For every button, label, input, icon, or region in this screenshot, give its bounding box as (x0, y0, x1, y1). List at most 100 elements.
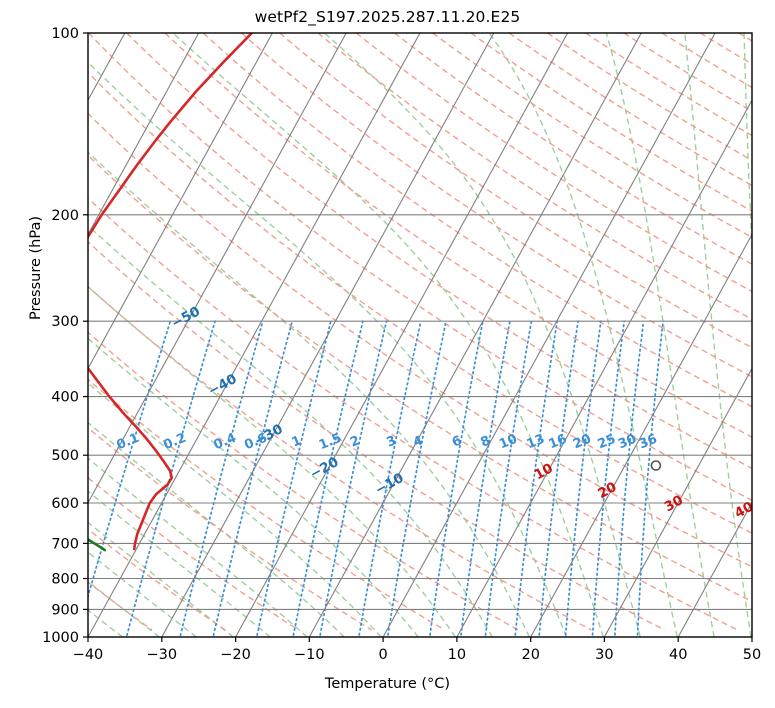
x-tick-label: −40 (73, 647, 104, 663)
mixing-ratio-line (613, 320, 645, 637)
x-axis-label: Temperature (°C) (324, 676, 451, 692)
mixing-ratio-lines-group (88, 320, 664, 637)
moist-adiabat-line (88, 151, 530, 637)
moist-adiabats-group (0, 33, 752, 637)
moist-adiabat-line (88, 457, 308, 637)
isotherm-line (530, 233, 752, 637)
dry-adiabat-line (202, 33, 752, 408)
y-tick-label: 1000 (42, 630, 79, 646)
mixing-ratio-label: 30 (616, 432, 638, 453)
mixing-ratio-line (88, 320, 172, 600)
dry-adiabat-line (547, 33, 752, 162)
isotherm-line (88, 33, 200, 236)
dry-adiabat-line (88, 426, 373, 631)
lcl-marker (650, 460, 662, 471)
mixing-ratio-label: 13 (525, 432, 547, 453)
isotherm-line (88, 33, 421, 637)
y-tick-label: 600 (51, 496, 79, 512)
moist-adiabat-line (88, 337, 419, 637)
moist-adiabat-line (0, 33, 12, 637)
mixing-ratio-label: 10 (497, 432, 519, 453)
isobars-group (88, 33, 752, 637)
dry-adiabat-line (88, 33, 752, 502)
dry-adiabat-line (279, 33, 752, 349)
mixing-ratio-label: 25 (596, 432, 618, 453)
dry-adiabat-line (241, 33, 752, 378)
y-tick-label: 400 (51, 390, 79, 406)
x-tick-label: 0 (378, 647, 387, 663)
moist-adiabat-line (605, 33, 715, 637)
mixing-ratio-line (514, 320, 559, 637)
isotherm-line (677, 501, 752, 637)
isotherm-label: 40 (732, 499, 756, 522)
isotherms-group (88, 33, 752, 637)
dry-adiabat-line (88, 331, 519, 631)
dry-adiabat-line (164, 33, 752, 438)
isotherm-line (382, 33, 716, 637)
dry-adiabat-line (88, 240, 665, 631)
dry-adiabat-line (88, 154, 752, 603)
plot-frame (87, 32, 753, 638)
mixing-ratio-label: 20 (571, 432, 593, 453)
y-tick-label: 100 (51, 26, 79, 42)
y-tick-label: 700 (51, 536, 79, 552)
moist-adiabat-line (88, 61, 567, 637)
x-axis-ticks: −40 −30 −20 −10 0 10 20 30 40 50 (73, 637, 761, 663)
moist-adiabat-line (488, 33, 678, 637)
x-tick-label: 20 (521, 647, 539, 663)
mixing-ratio-line (538, 320, 579, 637)
mixing-ratio-line (636, 320, 664, 637)
isotherm-line (603, 367, 752, 637)
isotherm-line (88, 33, 347, 504)
x-tick-label: 30 (595, 647, 613, 663)
dry-adiabat-line (317, 33, 752, 321)
mixing-ratio-line (591, 320, 626, 637)
mixing-ratio-label: 36 (637, 432, 659, 453)
isotherm-line (161, 33, 495, 637)
dry-adiabat-line (88, 71, 752, 534)
markers-group (650, 460, 662, 471)
dry-adiabat-line (88, 112, 752, 568)
dry-adiabat-line (432, 33, 752, 239)
isotherm-line (235, 33, 569, 637)
moist-adiabat-line (88, 421, 345, 637)
mixing-ratio-line (459, 320, 511, 637)
isotherm-line (456, 98, 752, 637)
x-tick-label: −30 (146, 647, 177, 663)
y-tick-label: 500 (51, 448, 79, 464)
y-axis-label: Pressure (hPa) (28, 216, 44, 321)
dry-adiabat-line (508, 33, 752, 187)
mixing-ratio-line (318, 320, 388, 637)
x-tick-label: −20 (220, 647, 251, 663)
dry-adiabat-line (0, 33, 6, 630)
mixing-ratio-line (386, 320, 447, 637)
moist-adiabat-line (88, 224, 493, 637)
dry-adiabat-line (88, 285, 592, 631)
mixing-ratio-line (564, 320, 602, 637)
moist-adiabat-line (172, 33, 604, 637)
mixing-ratio-line (484, 320, 533, 637)
x-tick-label: 50 (743, 647, 761, 663)
sounding-curves-group (88, 33, 254, 552)
y-tick-label: 900 (51, 602, 79, 618)
moist-adiabat-line (88, 382, 382, 637)
y-axis-ticks: 100 200 300 400 500 600 700 800 900 1000 (42, 26, 88, 646)
mixing-ratio-line (428, 320, 484, 637)
moist-adiabat-line (88, 285, 456, 637)
dry-adiabat-line (394, 33, 752, 265)
isotherm-line (751, 635, 752, 637)
y-tick-label: 300 (51, 314, 79, 330)
mixing-ratio-line (125, 320, 216, 637)
y-tick-label: 800 (51, 572, 79, 588)
mixing-ratio-line (179, 320, 264, 637)
isotherm-line (308, 33, 642, 637)
dry-adiabat-line (88, 476, 299, 631)
x-tick-label: 10 (448, 647, 466, 663)
temperature-curve (88, 33, 254, 551)
moist-adiabat-line (324, 33, 641, 637)
isotherm-label: 30 (662, 492, 686, 515)
mixing-ratio-label: 16 (547, 432, 569, 453)
moist-adiabat-line (684, 33, 752, 637)
